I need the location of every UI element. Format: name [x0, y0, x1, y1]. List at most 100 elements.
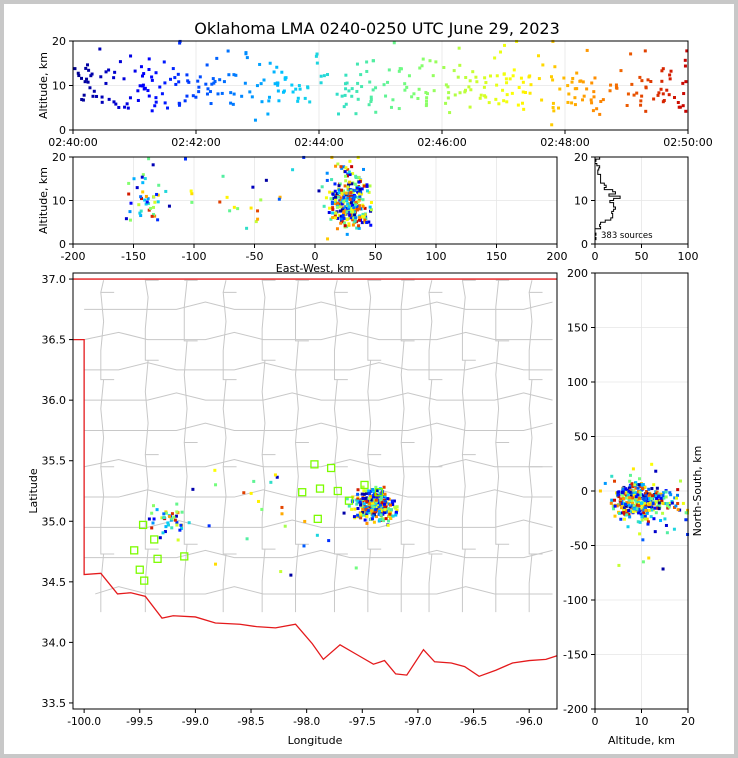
- data-point: [672, 96, 676, 100]
- data-point: [616, 491, 620, 495]
- data-point: [611, 504, 615, 508]
- data-point: [659, 87, 663, 91]
- data-point: [248, 90, 252, 94]
- data-point: [166, 521, 170, 525]
- data-point: [367, 220, 371, 224]
- data-point: [640, 94, 644, 98]
- data-point: [592, 90, 596, 94]
- data-point: [610, 498, 614, 502]
- data-point: [173, 76, 177, 80]
- y-tick-label: 20: [52, 35, 66, 48]
- data-point: [153, 214, 157, 218]
- data-point: [383, 492, 387, 496]
- y-tick-label: 20: [52, 151, 66, 164]
- data-point: [628, 488, 632, 492]
- data-point: [356, 81, 360, 85]
- data-point: [374, 86, 378, 90]
- data-point: [346, 192, 350, 196]
- data-point: [424, 91, 428, 95]
- data-point: [351, 172, 355, 176]
- data-point: [357, 224, 361, 228]
- data-point: [381, 512, 385, 516]
- data-point: [676, 508, 680, 512]
- data-point: [249, 491, 253, 495]
- data-point: [209, 102, 213, 106]
- data-point: [360, 187, 364, 191]
- data-point: [669, 69, 673, 73]
- data-point: [369, 98, 373, 102]
- data-point: [140, 175, 144, 179]
- data-point: [505, 93, 509, 97]
- data-point: [174, 514, 178, 518]
- data-point: [141, 83, 145, 87]
- data-point: [277, 99, 281, 103]
- data-point: [369, 502, 373, 506]
- data-point: [365, 514, 369, 518]
- data-point: [497, 102, 501, 106]
- data-point: [626, 525, 630, 529]
- y-tick-label: 10: [52, 80, 66, 93]
- data-point: [653, 494, 657, 498]
- data-point: [342, 511, 346, 515]
- data-point: [619, 497, 623, 501]
- data-point: [614, 83, 618, 87]
- x-tick-label: 50: [635, 250, 649, 263]
- data-point: [326, 237, 330, 241]
- data-point: [142, 72, 146, 76]
- data-point: [362, 167, 366, 171]
- data-point: [374, 515, 378, 519]
- data-point: [678, 105, 682, 109]
- data-point: [171, 67, 175, 71]
- data-point: [365, 512, 369, 516]
- data-point: [625, 513, 629, 517]
- data-point: [643, 485, 647, 489]
- data-point: [681, 501, 685, 505]
- data-point: [521, 80, 525, 84]
- data-point: [315, 61, 319, 65]
- x-tick-label: -150: [121, 250, 146, 263]
- data-point: [344, 191, 348, 195]
- data-point: [122, 77, 126, 81]
- data-point: [623, 503, 627, 507]
- data-point: [620, 490, 624, 494]
- data-point: [205, 92, 209, 96]
- data-point: [627, 498, 631, 502]
- data-point: [676, 100, 680, 104]
- data-point: [191, 487, 195, 491]
- data-point: [353, 195, 357, 199]
- data-point: [361, 204, 365, 208]
- county-line: [428, 280, 443, 613]
- data-point: [474, 75, 478, 79]
- y-tick-label: 0: [581, 238, 588, 251]
- data-point: [279, 570, 283, 574]
- data-point: [626, 493, 630, 497]
- y-tick-label: 35.0: [42, 515, 67, 528]
- data-point: [642, 511, 646, 515]
- data-point: [302, 544, 306, 548]
- data-point: [170, 512, 174, 516]
- data-point: [368, 184, 372, 188]
- data-point: [185, 94, 189, 98]
- data-point: [674, 504, 678, 508]
- data-point: [484, 95, 488, 99]
- county-line: [294, 279, 309, 613]
- data-point: [646, 78, 650, 82]
- data-point: [478, 96, 482, 100]
- data-point: [175, 510, 179, 514]
- data-point: [617, 563, 621, 567]
- data-point: [325, 178, 329, 182]
- x-tick-label: -96.5: [460, 716, 487, 728]
- data-point: [153, 200, 157, 204]
- data-point: [585, 87, 589, 91]
- data-point: [147, 67, 151, 71]
- data-point: [135, 186, 139, 190]
- data-point: [631, 501, 635, 505]
- data-point: [342, 105, 346, 109]
- data-point: [645, 517, 649, 521]
- data-point: [348, 202, 352, 206]
- data-point: [319, 81, 323, 85]
- county-line: [84, 362, 553, 371]
- data-point: [647, 508, 651, 512]
- data-point: [348, 210, 352, 214]
- data-point: [634, 486, 638, 490]
